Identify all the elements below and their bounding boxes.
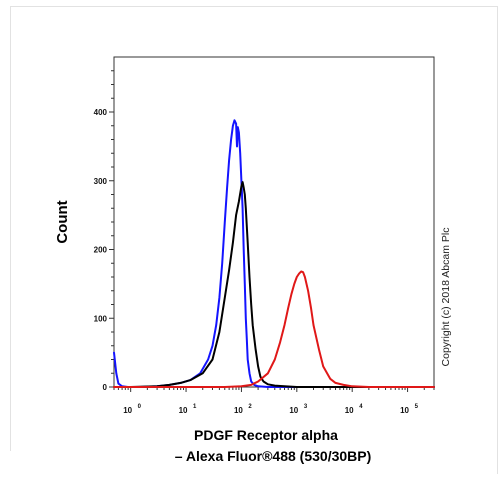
x-tick-label: 10 bbox=[400, 406, 409, 415]
x-tick-exponent: 1 bbox=[193, 404, 197, 410]
x-tick-label: 10 bbox=[234, 406, 243, 415]
y-axis-title: Count bbox=[54, 200, 71, 243]
x-tick-label: 10 bbox=[345, 406, 354, 415]
x-tick-exponent: 5 bbox=[415, 404, 419, 410]
y-axis: 0 100 200 300 400 bbox=[94, 70, 114, 392]
copyright-notice: Copyright (c) 2018 Abcam Plc bbox=[440, 228, 452, 367]
x-tick-label: 10 bbox=[289, 406, 298, 415]
plot-area-border bbox=[113, 56, 435, 388]
x-tick-label: 10 bbox=[179, 406, 188, 415]
x-tick-label: 10 bbox=[123, 406, 132, 415]
x-tick-exponent: 4 bbox=[359, 404, 363, 410]
y-tick-label: 100 bbox=[94, 314, 108, 323]
histogram-series-2 bbox=[113, 181, 435, 388]
figure-frame-left-edge bbox=[10, 6, 11, 451]
x-tick-exponent: 0 bbox=[138, 404, 142, 410]
y-tick-label: 0 bbox=[103, 383, 108, 392]
x-axis-title-line-2: – Alexa Fluor®488 (530/30BP) bbox=[175, 448, 372, 464]
y-tick-label: 400 bbox=[94, 108, 108, 117]
x-axis-title-line-1: PDGF Receptor alpha bbox=[194, 427, 338, 443]
figure-frame bbox=[10, 6, 498, 474]
y-tick-label: 200 bbox=[94, 246, 108, 255]
x-tick-exponent: 2 bbox=[248, 404, 252, 410]
x-axis: 10 0 10 1 10 2 10 3 10 4 10 5 bbox=[113, 387, 435, 415]
histogram-curves bbox=[113, 119, 435, 388]
histogram-series-1 bbox=[113, 119, 435, 388]
histogram-series-3 bbox=[113, 270, 435, 388]
y-tick-label: 300 bbox=[94, 177, 108, 186]
x-tick-exponent: 3 bbox=[304, 404, 308, 410]
